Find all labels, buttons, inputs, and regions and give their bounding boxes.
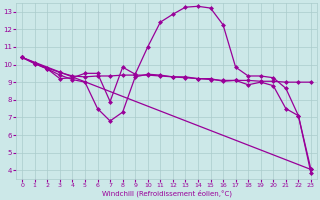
X-axis label: Windchill (Refroidissement éolien,°C): Windchill (Refroidissement éolien,°C) bbox=[101, 190, 232, 197]
